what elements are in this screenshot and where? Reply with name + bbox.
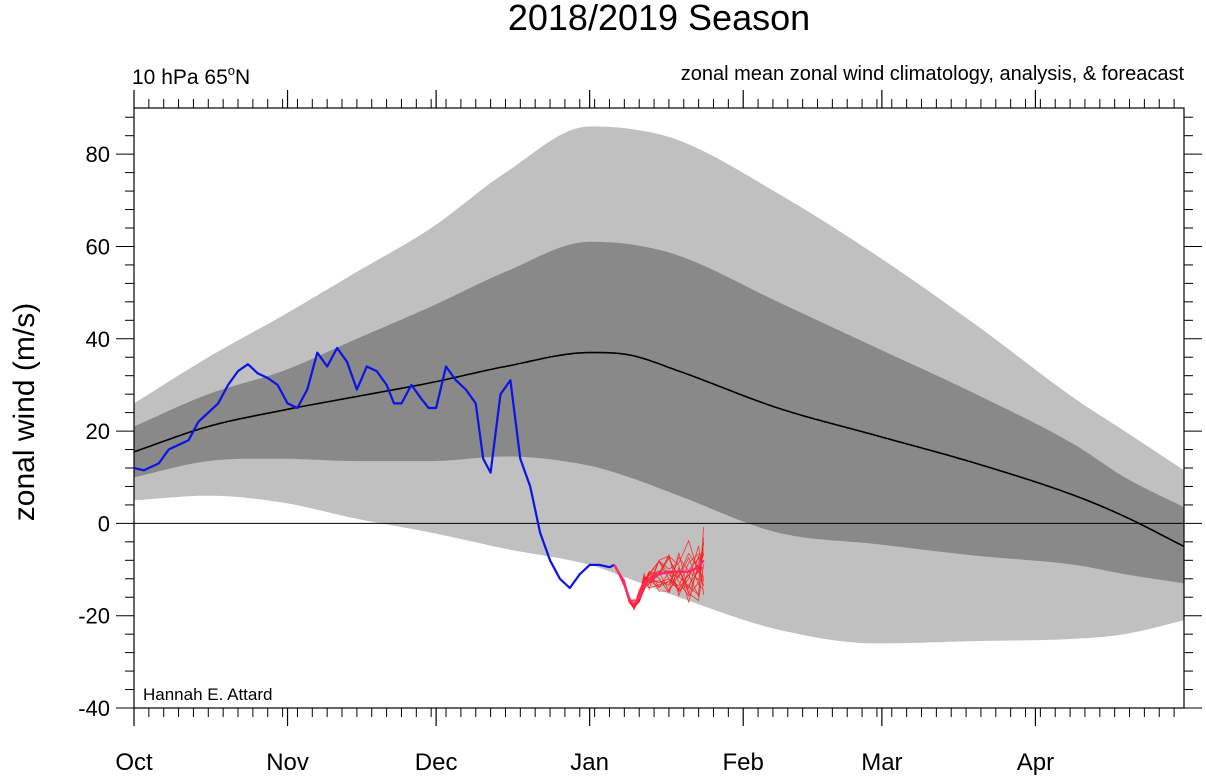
climatology-mean-line [133, 351, 1185, 548]
x-tick-label: Nov [266, 749, 309, 776]
subtitle-left: 10 hPa 65oN [132, 63, 250, 89]
climatology-bands [134, 126, 1184, 644]
y-axis-label: zonal wind (m/s) [8, 303, 41, 521]
analysis-line [133, 346, 615, 590]
credit-label: Hannah E. Attard [143, 685, 272, 704]
x-tick-label: Apr [1017, 749, 1054, 776]
x-tick-label: Jan [570, 749, 609, 776]
forecast-mean-line [613, 559, 705, 607]
chart-title: 2018/2019 Season [508, 0, 810, 38]
y-tick-label: 0 [98, 511, 110, 536]
y-tick-label: 80 [86, 142, 110, 167]
x-tick-label: Dec [415, 749, 458, 776]
x-tick-label: Mar [861, 749, 902, 776]
y-tick-label: 60 [86, 234, 110, 259]
y-tick-label: 20 [86, 419, 110, 444]
y-tick-label: -40 [78, 696, 110, 721]
subtitle-right: zonal mean zonal wind climatology, analy… [681, 63, 1185, 85]
series [133, 346, 1185, 611]
inner-percentile-band [134, 241, 1184, 584]
plot-frame [133, 107, 1185, 709]
y-tick-label: 40 [86, 327, 110, 352]
y-tick-label: -20 [78, 604, 110, 629]
forecast-member-line [614, 551, 704, 609]
axes: -40 -20 0 20 40 60 80 Oct Nov Dec Jan Feb Mar Apr [78, 90, 1202, 776]
x-tick-label: Feb [723, 749, 764, 776]
x-tick-label: Oct [115, 749, 153, 776]
